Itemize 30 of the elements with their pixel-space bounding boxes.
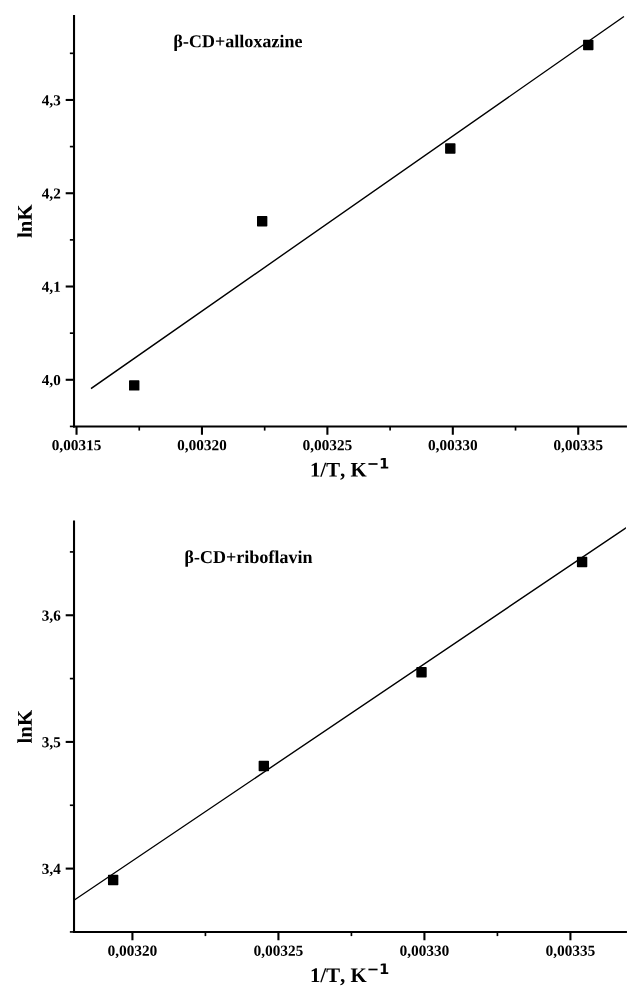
y-tick-label: 3,4 (42, 863, 61, 877)
x-tick-label: 0,00325 (254, 945, 303, 959)
x-tick-label: 0,00330 (428, 440, 478, 453)
y-tick-label: 3,5 (42, 737, 61, 750)
y-axis-title: lnK (17, 710, 32, 744)
y-tick-label: 4,3 (41, 95, 61, 108)
text: β-CD+alloxazine (174, 34, 303, 52)
point (583, 39, 594, 51)
x-tick-label: 0,00335 (546, 945, 595, 959)
x-tick-label: 0,00325 (303, 440, 352, 453)
x-tick-label: 0,00320 (108, 945, 157, 959)
text: β-CD+riboflavin (185, 550, 313, 567)
point (258, 760, 270, 772)
x-axis-title: 1/T, K$^{−1}$ (311, 457, 389, 480)
point (107, 874, 119, 886)
y-tick-label: 4,2 (41, 188, 61, 201)
x-tick-label: 0,00335 (554, 440, 603, 453)
point (256, 216, 268, 227)
point (445, 143, 456, 154)
x-tick-label: 0,00315 (52, 440, 101, 453)
y-tick-label: 4,0 (41, 374, 61, 388)
y-axis-title: lnK (17, 204, 32, 238)
x-tick-label: 0,00320 (177, 440, 227, 453)
point (129, 380, 140, 391)
point (416, 667, 427, 678)
point (576, 556, 588, 568)
x-axis-title: 1/T, K$^{−1}$ (311, 963, 389, 986)
y-tick-label: 3,6 (42, 610, 61, 623)
y-tick-label: 4,1 (41, 281, 61, 295)
x-tick-label: 0,00330 (400, 945, 449, 959)
